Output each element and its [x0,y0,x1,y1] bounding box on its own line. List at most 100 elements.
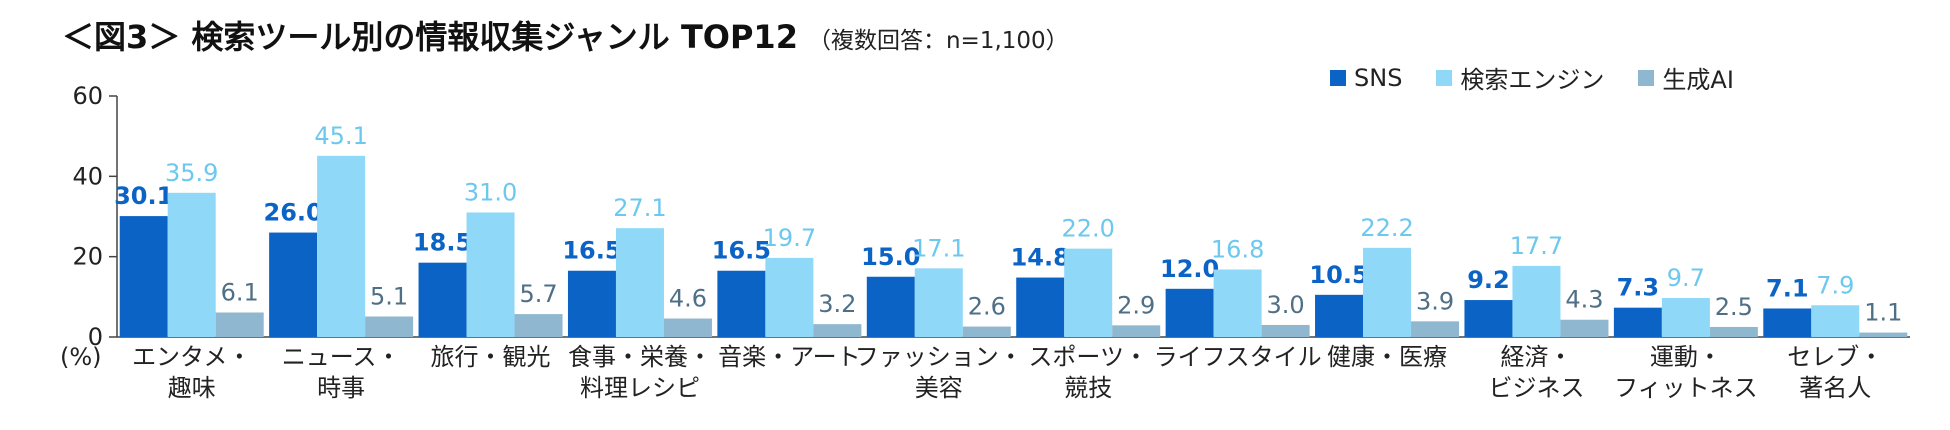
category-label: 著名人 [1799,374,1871,402]
bar-generative-ai [1261,324,1310,337]
bar-search-engine [1512,265,1561,337]
bar-generative-ai [1709,326,1758,337]
data-label-generative-ai: 4.3 [1565,286,1603,314]
data-label-generative-ai: 3.9 [1416,287,1454,315]
bar-generative-ai [1560,319,1609,337]
bar-sns [717,270,766,337]
data-label-search-engine: 19.7 [763,224,816,252]
bar-sns [269,232,318,337]
bar-sns [1016,277,1065,337]
legend-item-generative-ai: 生成AI [1638,60,1734,95]
bar-sns [1315,294,1364,337]
category-label: ファッション・ [855,343,1023,371]
y-axis-unit-label: (%) [60,343,102,371]
category-label: 運動・ [1650,343,1722,371]
category-label: ライフスタイル [1154,343,1322,371]
bar-generative-ai [1112,325,1161,337]
bar-sns [1464,300,1513,337]
bar-generative-ai [962,326,1011,337]
data-label-sns: 12.0 [1160,255,1219,283]
category-label: 美容 [915,374,963,402]
data-label-sns: 26.0 [264,199,323,227]
data-label-generative-ai: 5.1 [370,283,408,311]
y-tick-label: 0 [88,323,103,351]
bar-search-engine [765,257,814,337]
chart-legend: SNS 検索エンジン 生成AI [1330,60,1734,95]
data-label-search-engine: 17.7 [1510,232,1563,260]
bar-sns [1763,308,1812,337]
data-label-search-engine: 17.1 [912,234,965,262]
data-label-search-engine: 45.1 [314,122,367,150]
data-label-search-engine: 31.0 [464,178,517,206]
bar-generative-ai [365,316,414,337]
bar-search-engine [466,212,515,337]
category-label: 食事・栄養・ [568,343,712,371]
data-label-search-engine: 16.8 [1211,236,1264,264]
bar-search-engine [1661,298,1710,337]
legend-label-sns: SNS [1354,63,1403,92]
category-label: 経済・ [1500,343,1572,371]
data-label-sns: 9.2 [1467,266,1510,294]
category-label: ビジネス [1488,374,1584,402]
category-label: 料理レシピ [580,374,700,402]
data-label-generative-ai: 1.1 [1864,299,1902,327]
bar-sns [866,276,915,337]
bar-search-engine [1213,269,1262,337]
bar-generative-ai [215,312,264,337]
bar-search-engine [914,268,963,337]
category-label: 音楽・アート [718,343,861,371]
data-label-generative-ai: 3.2 [818,290,856,318]
bar-sns [1165,288,1214,337]
data-label-generative-ai: 2.6 [968,293,1006,321]
category-label: セレブ・ [1787,343,1883,371]
category-label: 趣味 [168,374,216,402]
data-label-sns: 16.5 [562,237,621,265]
data-label-sns: 7.1 [1766,274,1809,302]
bar-sns [567,270,616,337]
legend-label-search-engine: 検索エンジン [1460,66,1605,94]
data-label-sns: 30.1 [114,182,173,210]
data-label-sns: 10.5 [1309,261,1368,289]
data-label-search-engine: 22.2 [1360,214,1413,242]
legend-item-sns: SNS [1330,60,1402,95]
data-label-sns: 14.8 [1011,244,1070,272]
bar-generative-ai [1411,321,1460,337]
legend-swatch-sns [1330,69,1346,86]
category-label: エンタメ・ [132,343,251,371]
chart-title: ＜図3＞ 検索ツール別の情報収集ジャンル TOP12 [62,18,798,56]
data-label-generative-ai: 2.5 [1715,293,1753,321]
data-label-search-engine: 22.0 [1061,215,1114,243]
bar-generative-ai [663,318,712,337]
bar-generative-ai [1859,332,1908,337]
category-label: 旅行・観光 [431,343,551,371]
legend-item-search-engine: 検索エンジン [1436,60,1604,95]
data-label-search-engine: 7.9 [1816,271,1854,299]
bar-sns [1613,307,1662,337]
bar-search-engine [1811,305,1860,337]
y-tick-label: 20 [72,243,103,271]
data-label-sns: 18.5 [413,229,472,257]
y-tick-label: 40 [72,162,103,190]
category-label: 時事 [317,374,365,402]
data-label-search-engine: 27.1 [613,194,666,222]
data-label-generative-ai: 4.6 [669,285,707,313]
data-label-sns: 15.0 [861,243,920,271]
bar-search-engine [1064,248,1113,337]
data-label-generative-ai: 6.1 [221,278,259,306]
category-label: ニュース・ [282,343,401,371]
legend-label-generative-ai: 生成AI [1662,66,1734,94]
data-label-sns: 7.3 [1617,274,1660,302]
bar-search-engine [317,155,366,337]
category-label: 健康・医療 [1327,343,1447,371]
chart-title-row: ＜図3＞ 検索ツール別の情報収集ジャンル TOP12 （複数回答：n=1,100） [62,12,1069,58]
bar-search-engine [615,228,664,337]
data-label-search-engine: 9.7 [1667,264,1705,292]
data-label-generative-ai: 3.0 [1267,291,1305,319]
y-tick-label: 60 [72,82,103,110]
data-label-sns: 16.5 [712,237,771,265]
data-label-search-engine: 35.9 [165,159,218,187]
legend-swatch-generative-ai [1638,69,1655,86]
category-label: 競技 [1064,374,1112,402]
bar-search-engine [1363,247,1412,337]
